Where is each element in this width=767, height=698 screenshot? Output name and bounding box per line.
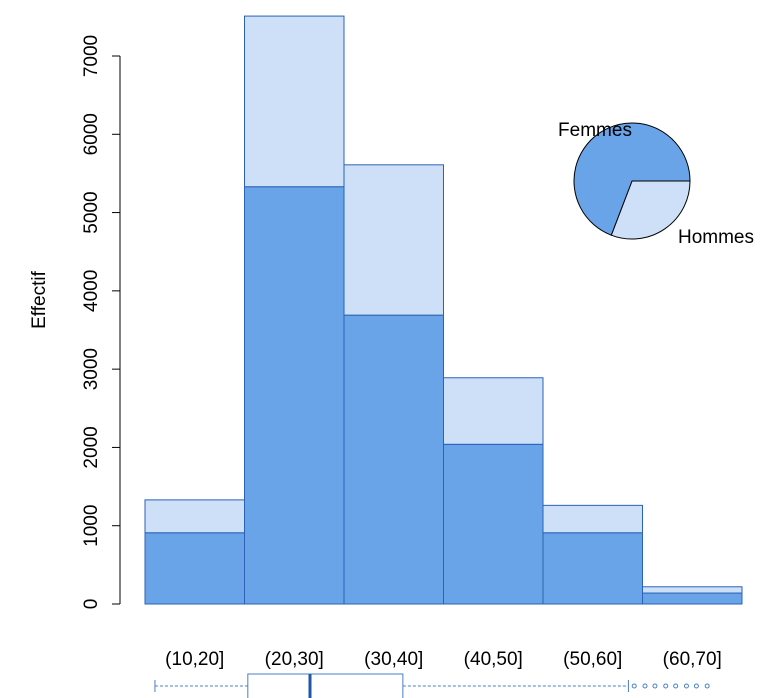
bar-segment	[343, 314, 444, 605]
outlier	[683, 683, 689, 689]
bar-segment	[244, 15, 345, 188]
bar-segment	[642, 592, 743, 605]
y-tick-label: 2000	[81, 426, 102, 468]
pie-label: Hommes	[678, 227, 754, 248]
outlier	[642, 683, 648, 689]
outlier	[631, 683, 637, 689]
bar-segment	[244, 186, 345, 605]
bar-segment	[443, 443, 544, 605]
y-tick-label: 6000	[81, 113, 102, 155]
outlier	[704, 683, 710, 689]
x-tick-label: (20,30]	[265, 649, 324, 670]
bar-segment	[542, 504, 643, 534]
x-tick-label: (50,60]	[563, 649, 622, 670]
x-tick-label: (10,20]	[165, 649, 224, 670]
y-tick-label: 4000	[81, 270, 102, 312]
box	[247, 673, 404, 698]
pie-label: Femmes	[558, 120, 632, 141]
x-tick-label: (30,40]	[364, 649, 423, 670]
outlier	[673, 683, 679, 689]
bar-segment	[144, 499, 245, 534]
y-tick-label: 0	[81, 599, 102, 610]
bar-segment	[144, 532, 245, 605]
outlier	[693, 683, 699, 689]
y-tick-label: 1000	[81, 505, 102, 547]
bar-segment	[443, 377, 544, 445]
y-tick-label: 5000	[81, 191, 102, 233]
x-tick-label: (40,50]	[464, 649, 523, 670]
bar-segment	[642, 586, 743, 594]
outlier	[652, 683, 658, 689]
pie-slice	[573, 122, 691, 236]
bar-segment	[542, 532, 643, 605]
y-tick-label: 7000	[81, 35, 102, 77]
x-tick-label: (60,70]	[663, 649, 722, 670]
y-tick-label: 3000	[81, 348, 102, 390]
outlier	[663, 683, 669, 689]
bar-segment	[343, 164, 444, 316]
y-axis-label: Effectif	[29, 270, 50, 328]
pie-slice	[610, 180, 691, 240]
